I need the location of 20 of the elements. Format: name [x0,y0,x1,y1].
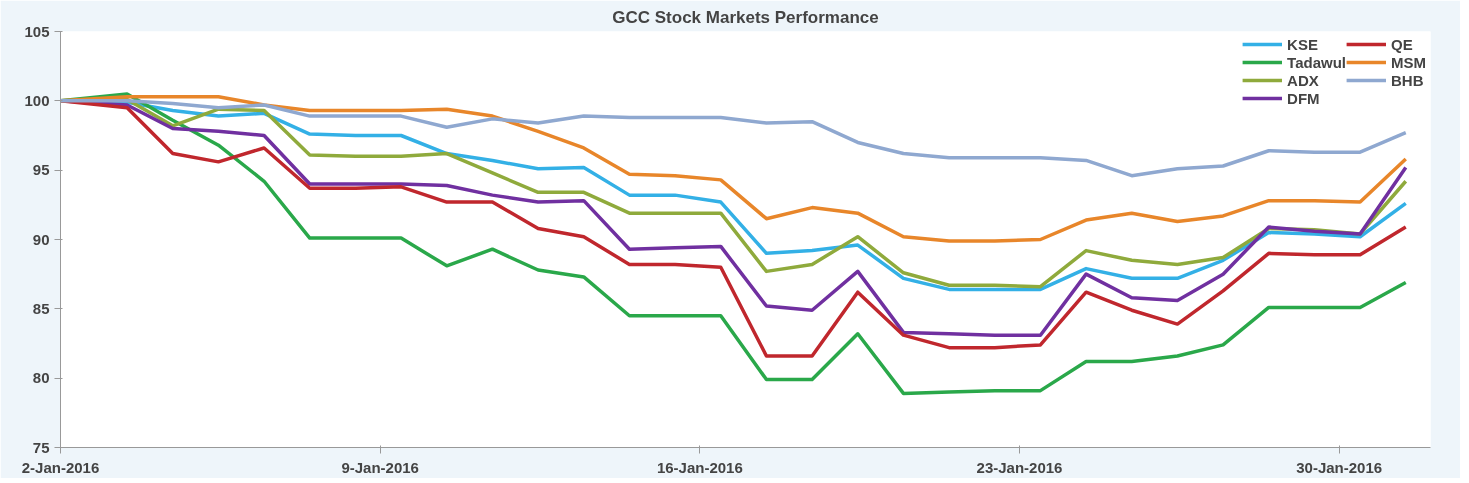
x-tick-label: 9-Jan-2016 [341,458,419,476]
y-tick-label: 85 [32,299,50,317]
legend-label: Tadawul [1287,53,1346,71]
x-tick-label: 23-Jan-2016 [976,458,1063,476]
y-tick-label: 100 [24,91,50,109]
y-tick-label: 80 [32,369,50,387]
legend-label: ADX [1287,71,1319,89]
x-tick-label: 2-Jan-2016 [21,458,100,476]
y-tick-label: 95 [32,161,50,179]
y-tick-label: 90 [32,230,50,248]
legend-label: QE [1391,35,1413,53]
y-tick-label: 75 [32,438,50,456]
x-tick-label: 16-Jan-2016 [656,458,743,476]
x-tick-label: 30-Jan-2016 [1296,458,1383,476]
legend-label: BHB [1391,71,1424,89]
chart-title: GCC Stock Markets Performance [612,7,879,27]
y-tick-label: 105 [24,22,50,40]
legend-label: KSE [1287,35,1318,53]
legend-label: DFM [1287,89,1320,107]
legend-label: MSM [1391,53,1426,71]
